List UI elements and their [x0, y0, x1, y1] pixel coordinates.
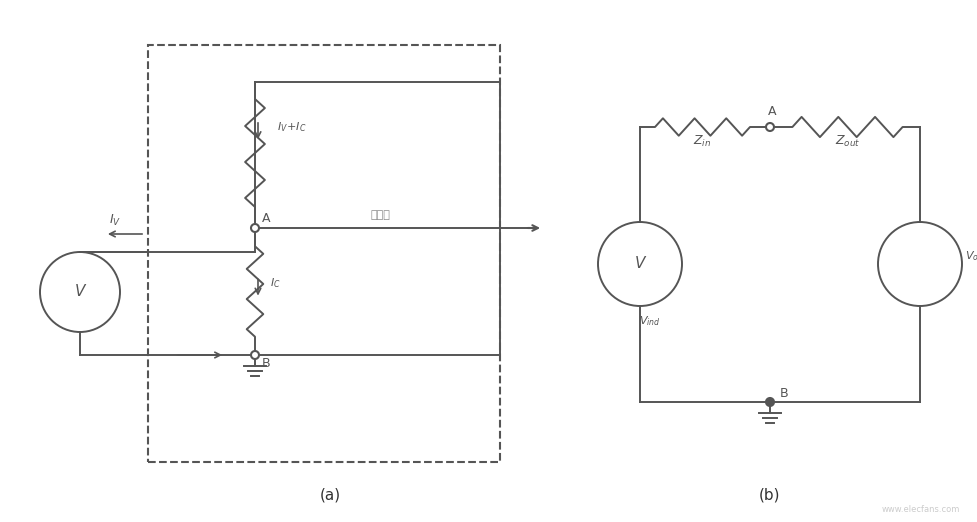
Circle shape — [766, 398, 774, 406]
Text: $I_C$: $I_C$ — [270, 277, 280, 290]
Text: (a): (a) — [319, 488, 341, 503]
Text: $Z_{out}$: $Z_{out}$ — [834, 134, 860, 149]
Circle shape — [251, 351, 259, 359]
Text: B: B — [262, 357, 271, 370]
Text: 被测件: 被测件 — [370, 210, 390, 220]
Text: (b): (b) — [759, 488, 781, 503]
Text: $I_V\!+\!I_C$: $I_V\!+\!I_C$ — [277, 120, 307, 134]
Text: B: B — [780, 387, 788, 400]
Text: www.elecfans.com: www.elecfans.com — [881, 505, 960, 514]
Text: $Z_{in}$: $Z_{in}$ — [694, 134, 711, 149]
Text: $I_V$: $I_V$ — [108, 213, 121, 228]
Text: A: A — [262, 212, 271, 225]
Text: V: V — [635, 256, 645, 271]
Text: $V_{ind}$: $V_{ind}$ — [639, 314, 660, 328]
Text: $V_o$: $V_o$ — [965, 249, 977, 263]
Circle shape — [251, 224, 259, 232]
Circle shape — [766, 123, 774, 131]
Text: V: V — [75, 284, 85, 300]
Text: A: A — [768, 105, 777, 118]
